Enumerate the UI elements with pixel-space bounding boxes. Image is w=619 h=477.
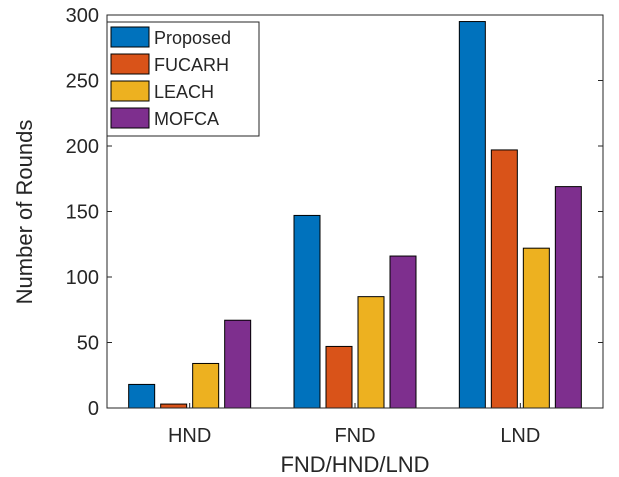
x-tick-label: HND [168, 425, 211, 447]
bar-leach-lnd [522, 247, 550, 409]
legend-swatch [110, 80, 150, 102]
legend: Proposed FUCARH LEACH MOFCA [106, 21, 260, 137]
x-tick-label: FND [334, 425, 375, 447]
y-axis: 0 50 100 150 200 250 300 [66, 5, 603, 420]
x-axis-title: FND/HND/LND [280, 452, 429, 477]
bar-mofca-lnd [554, 186, 582, 409]
y-tick-label: 150 [66, 202, 99, 224]
bar-proposed-fnd [293, 214, 321, 409]
legend-label: MOFCA [154, 109, 219, 129]
y-axis-title: Number of Rounds [12, 120, 37, 305]
legend-label: FUCARH [154, 55, 229, 75]
y-tick-label: 250 [66, 71, 99, 93]
bar-mofca-hnd [224, 319, 252, 409]
bar-mofca-fnd [389, 255, 417, 409]
bar-proposed-lnd [458, 21, 486, 409]
bar-fucarh-fnd [325, 345, 353, 409]
bar-fucarh-lnd [490, 149, 518, 409]
bar-leach-hnd [192, 362, 220, 409]
bar-fucarh-hnd [160, 403, 188, 409]
x-axis: HND FND LND [168, 403, 540, 447]
legend-swatch [110, 107, 150, 129]
y-tick-label: 50 [77, 333, 99, 355]
y-tick-label: 0 [88, 398, 99, 420]
legend-swatch [110, 26, 150, 48]
legend-label: Proposed [154, 28, 231, 48]
y-tick-label: 100 [66, 267, 99, 289]
bar-proposed-hnd [128, 383, 156, 409]
legend-label: LEACH [154, 82, 214, 102]
y-tick-label: 200 [66, 136, 99, 158]
y-tick-label: 300 [66, 5, 99, 27]
legend-swatch [110, 53, 150, 75]
x-tick-label: LND [500, 425, 540, 447]
bar-leach-fnd [357, 296, 385, 409]
bars-group [128, 21, 582, 409]
